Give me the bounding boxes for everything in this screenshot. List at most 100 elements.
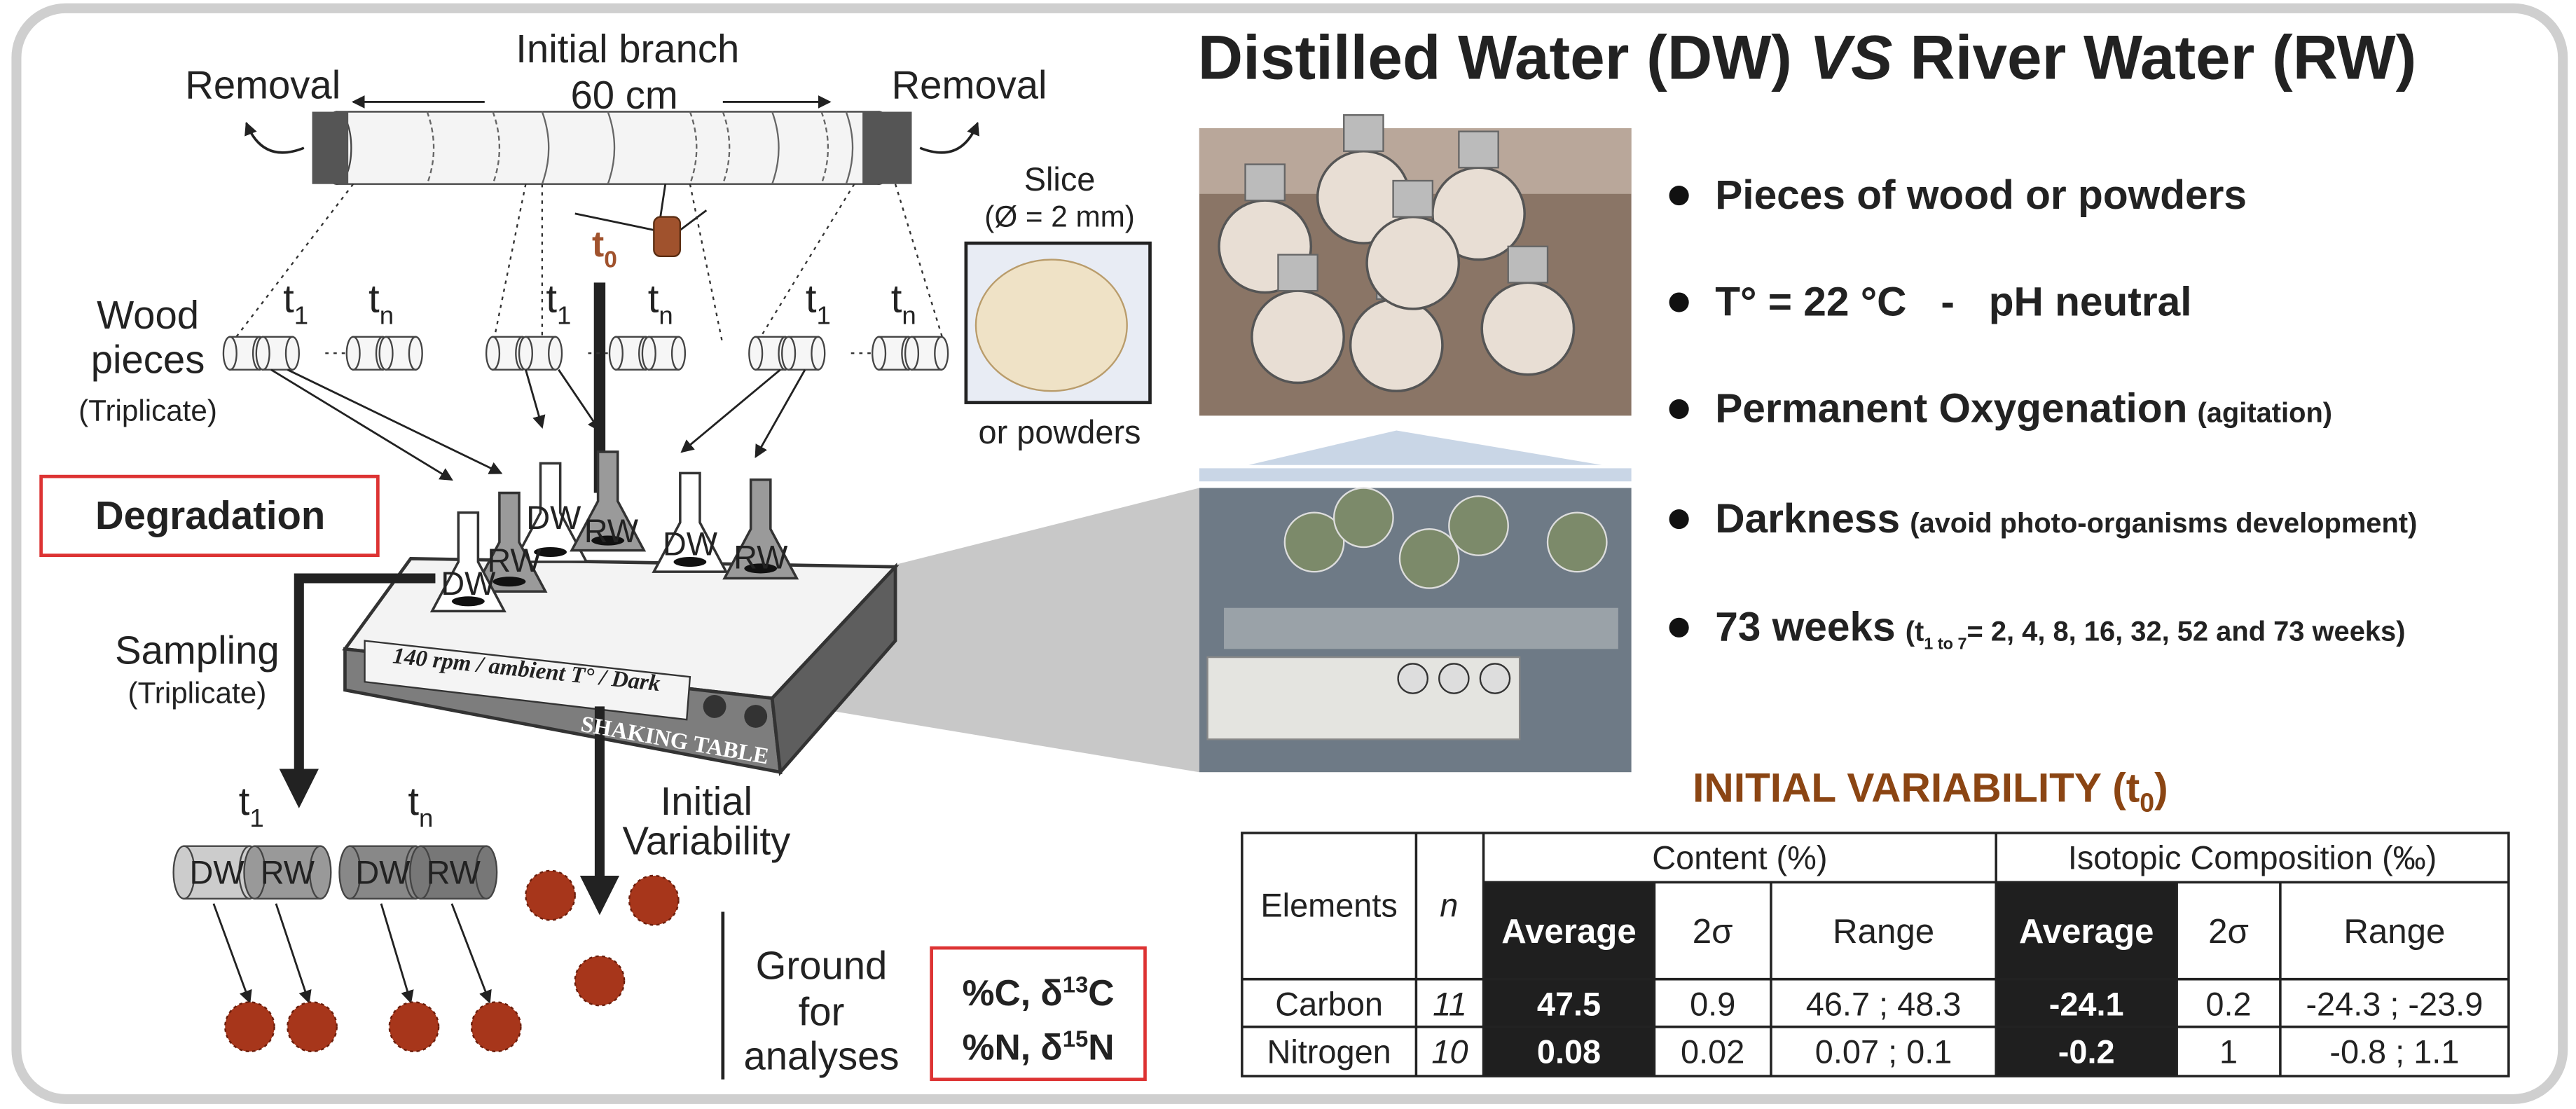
wood-piece-end (670, 336, 687, 371)
removal-arrow (244, 121, 305, 154)
branch-ring (689, 111, 698, 185)
connector (689, 184, 724, 345)
label: or powders (979, 414, 1141, 450)
removal-arrow (919, 121, 979, 154)
wood-piece-end (408, 336, 423, 371)
label: Slice (1024, 161, 1096, 198)
degradation-box (39, 474, 380, 558)
analyses-box (930, 946, 1147, 1082)
label: DW (355, 855, 411, 891)
ground-sample (287, 1001, 338, 1053)
sample-piece-end (409, 845, 432, 900)
table-cell: 46.7 ; 48.3 (1806, 986, 1962, 1022)
label: Elements (1260, 888, 1397, 924)
subscript: 1 (816, 301, 830, 329)
branch-ring (541, 111, 550, 185)
connector (270, 368, 453, 481)
table-cell: -24.1 (2049, 986, 2124, 1022)
condition-main: Permanent Oxygenation (1715, 386, 2187, 432)
branch-ring (607, 111, 616, 185)
connector (229, 183, 354, 346)
table-cell: 0.9 (1690, 986, 1735, 1022)
connector (275, 903, 312, 1004)
condition-note: (agitation) (2197, 398, 2332, 429)
base: t (891, 277, 902, 321)
wood-piece-end (518, 336, 533, 371)
table-cell: 1 (2219, 1033, 2238, 1070)
base: t (283, 277, 294, 321)
label: Sampling (115, 628, 280, 672)
base: t (408, 779, 419, 823)
ground-sample (574, 955, 626, 1007)
analysis: %C, δ13C (963, 971, 1115, 1013)
table-label-box (364, 640, 691, 721)
photo-knob (1397, 663, 1428, 694)
table-cell: 0.07 ; 0.1 (1815, 1033, 1952, 1070)
connector (492, 184, 527, 345)
label: DW (441, 565, 496, 602)
base: t (239, 779, 250, 823)
label: Degradation (95, 493, 325, 537)
base: t (806, 277, 817, 321)
photo-flask (1448, 495, 1509, 556)
photo-cap (1392, 179, 1434, 218)
sample-piece-end (243, 845, 266, 900)
title-part: Distilled Water (DW) (1198, 22, 1810, 92)
time-label: tn (648, 277, 673, 330)
photo-flask (1349, 298, 1444, 392)
connector (525, 369, 546, 429)
label: Removal (892, 63, 1047, 107)
label: 60 cm (570, 73, 677, 117)
wood-piece-end (485, 336, 501, 371)
ground-sample (388, 1001, 440, 1053)
label: Removal (185, 63, 340, 107)
photo-flask (1283, 511, 1345, 573)
label: Isotopic Composition (‰) (2068, 840, 2437, 876)
label: Variability (622, 818, 791, 862)
photo-cap (1277, 254, 1318, 292)
time-label: tn (891, 277, 916, 330)
condition-note: (avoid photo-organisms development) (1910, 508, 2417, 539)
cap-left (312, 111, 349, 184)
connector (679, 209, 708, 231)
base: t (592, 223, 604, 264)
ground-sample (224, 1001, 275, 1053)
wood-piece-end (255, 336, 270, 371)
label: DW (663, 526, 718, 563)
ground-sample (525, 869, 576, 921)
table-side (770, 563, 897, 776)
photo-cap (1458, 130, 1499, 169)
table-title-text: ) (2154, 765, 2168, 811)
label: Wood (97, 293, 199, 337)
wood-piece-end (608, 336, 624, 371)
branch-ring (845, 111, 854, 185)
label: DW (526, 500, 581, 536)
sample-piece-end (309, 845, 332, 900)
label: pieces (91, 337, 205, 381)
label: (Ø = 2 mm) (984, 200, 1135, 233)
table-cell: -0.2 (2058, 1033, 2115, 1070)
table-cell: -24.3 ; -23.9 (2306, 986, 2483, 1022)
superscript: 13 (1063, 971, 1089, 997)
bullet (1669, 617, 1689, 638)
label: Ground (756, 944, 888, 988)
table-cell: 10 (1431, 1033, 1468, 1070)
label: for (799, 989, 845, 1033)
sample-piece-end (474, 845, 498, 900)
label: RW (733, 539, 788, 575)
connector (380, 903, 414, 1004)
connector (212, 903, 252, 1004)
table-title: INITIAL VARIABILITY (t0) (1693, 765, 2168, 817)
flask (429, 511, 507, 613)
subscript: 1 (294, 301, 308, 329)
photo-flask (1332, 487, 1394, 549)
column-header: 2σ (2208, 912, 2249, 951)
sampling-path (279, 573, 436, 808)
base: t (546, 277, 557, 321)
title-part: River Water (RW) (1893, 22, 2417, 92)
condition-main: Pieces of wood or powders (1715, 172, 2247, 218)
subscript: 1 (557, 301, 571, 329)
drawing (39, 95, 2510, 1082)
photo-flask (1365, 215, 1461, 310)
